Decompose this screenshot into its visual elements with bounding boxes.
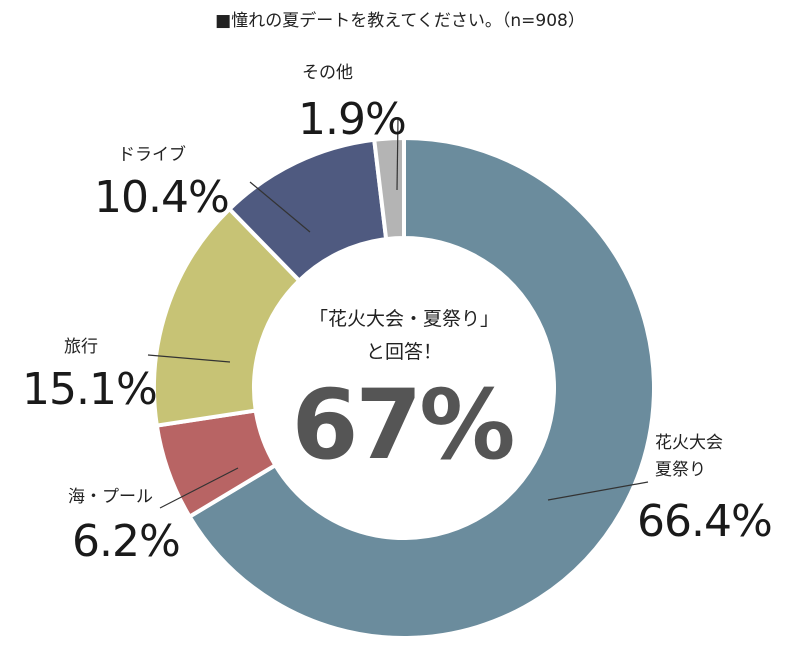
leader-line bbox=[159, 467, 239, 509]
slice-category-label: その他 bbox=[302, 63, 353, 83]
leader-line bbox=[147, 354, 231, 363]
slice-value-label: 15.1% bbox=[22, 364, 157, 415]
slice-category-label: ドライブ bbox=[118, 144, 186, 165]
slice-value-label: 66.4% bbox=[637, 496, 772, 547]
donut-slice bbox=[372, 135, 406, 242]
slice-category-label: 夏祭り bbox=[655, 460, 706, 480]
slice-category-label: 花火大会 bbox=[655, 433, 723, 453]
leader-line bbox=[249, 181, 311, 233]
chart-title: ■憧れの夏デートを教えてください。（n=908） bbox=[215, 10, 585, 31]
donut-slice bbox=[186, 135, 656, 640]
slice-category-label: 海・プール bbox=[68, 487, 153, 507]
slice-value-label: 10.4% bbox=[94, 172, 229, 223]
leader-line bbox=[396, 117, 399, 191]
slice-value-label: 6.2% bbox=[72, 516, 180, 567]
leader-lines-group bbox=[147, 117, 649, 509]
center-text-line2: と回答！ bbox=[366, 341, 442, 363]
donut-slice bbox=[152, 206, 303, 428]
center-big-percentage: 67% bbox=[292, 369, 514, 481]
slice-category-label: 旅行 bbox=[64, 337, 98, 357]
center-text-line1: 「花火大会・夏祭り」 bbox=[309, 308, 499, 330]
slice-value-label: 1.9% bbox=[298, 94, 406, 145]
slices-group bbox=[152, 135, 656, 640]
leader-line bbox=[547, 481, 649, 501]
